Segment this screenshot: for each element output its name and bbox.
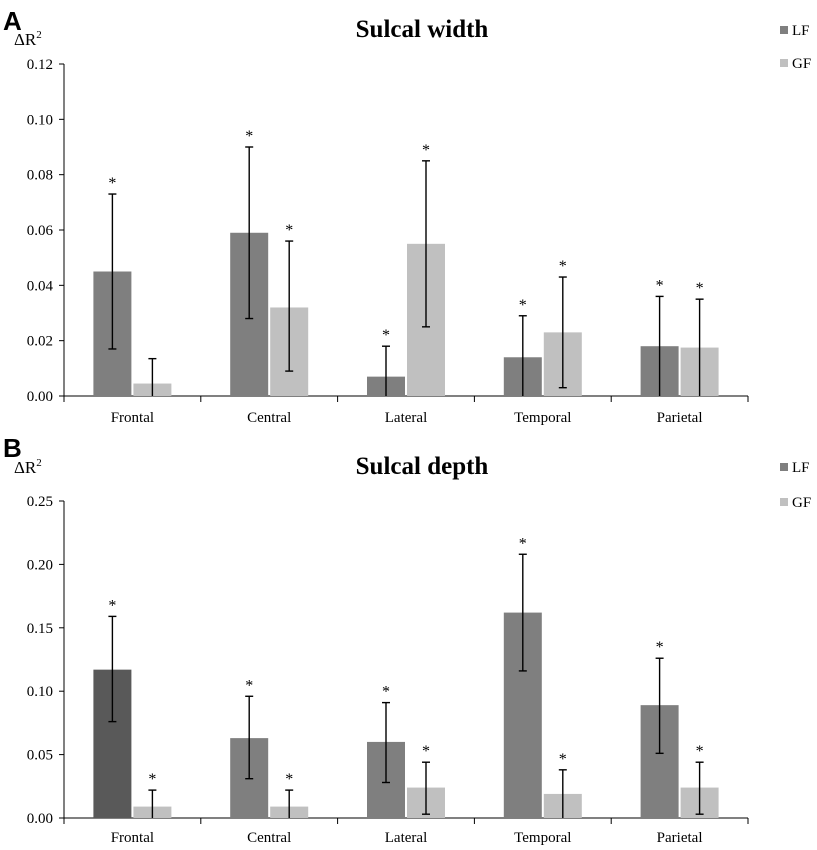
y-axis-label: ΔR2	[14, 457, 42, 477]
significance-mark: *	[519, 297, 527, 314]
x-category-label: Central	[247, 410, 291, 426]
chart-panel-a: A Sulcal width ΔR2 0.00 0.02 0.04 0.06 0.08 0.10…	[3, 6, 811, 426]
chart-panel-b: B Sulcal depth ΔR2 0.00 0.05 0.10 0.15 0.20 0.25…	[3, 433, 811, 846]
significance-mark: *	[382, 327, 390, 344]
y-tick-label: 0.08	[27, 168, 53, 184]
y-axis-label-main: ΔR	[14, 30, 37, 49]
y-axis-label-main: ΔR	[14, 458, 37, 477]
y-axis-label-superscript: 2	[36, 29, 42, 41]
legend-label-gf: GF	[792, 56, 811, 72]
panel-letter: A	[3, 6, 22, 36]
significance-mark: *	[422, 743, 430, 760]
y-tick-label: 0.00	[27, 811, 53, 827]
significance-mark: *	[108, 175, 116, 192]
legend-label-lf: LF	[792, 23, 810, 39]
significance-mark: *	[656, 639, 664, 656]
panel-letter: B	[3, 433, 22, 463]
y-axis-label: ΔR2	[14, 29, 42, 49]
x-category-label: Temporal	[514, 410, 571, 426]
significance-mark: *	[422, 142, 430, 159]
significance-mark: *	[696, 743, 704, 760]
x-category-label: Frontal	[111, 410, 154, 426]
y-tick-label: 0.10	[27, 684, 53, 700]
significance-mark: *	[285, 222, 293, 239]
x-category-label: Lateral	[385, 830, 427, 846]
legend-swatch-gf	[780, 498, 788, 506]
legend-label-gf: GF	[792, 495, 811, 511]
legend-swatch-lf	[780, 463, 788, 471]
y-tick-label: 0.20	[27, 557, 53, 573]
x-category-label: Lateral	[385, 410, 427, 426]
y-tick-label: 0.10	[27, 112, 53, 128]
significance-mark: *	[559, 751, 567, 768]
y-tick-label: 0.02	[27, 334, 53, 350]
legend-label-lf: LF	[792, 460, 810, 476]
chart-title: Sulcal depth	[356, 453, 489, 480]
x-category-label: Frontal	[111, 830, 154, 846]
legend-swatch-gf	[780, 59, 788, 67]
significance-mark: *	[656, 277, 664, 294]
significance-mark: *	[245, 128, 253, 145]
x-category-label: Central	[247, 830, 291, 846]
significance-mark: *	[285, 771, 293, 788]
y-tick-label: 0.00	[27, 389, 53, 405]
legend-swatch-lf	[780, 26, 788, 34]
y-tick-label: 0.04	[27, 278, 54, 294]
x-category-label: Parietal	[657, 410, 703, 426]
significance-mark: *	[696, 280, 704, 297]
x-category-label: Parietal	[657, 830, 703, 846]
y-tick-label: 0.12	[27, 57, 53, 73]
significance-mark: *	[108, 597, 116, 614]
x-category-label: Temporal	[514, 830, 571, 846]
y-tick-label: 0.15	[27, 621, 53, 637]
significance-mark: *	[148, 771, 156, 788]
y-tick-label: 0.05	[27, 748, 53, 764]
significance-mark: *	[519, 535, 527, 552]
significance-mark: *	[382, 684, 390, 701]
significance-mark: *	[559, 258, 567, 275]
y-tick-label: 0.25	[27, 494, 53, 510]
y-axis-label-superscript: 2	[36, 457, 42, 469]
chart-title: Sulcal width	[356, 16, 489, 43]
y-tick-label: 0.06	[27, 223, 54, 239]
significance-mark: *	[245, 677, 253, 694]
